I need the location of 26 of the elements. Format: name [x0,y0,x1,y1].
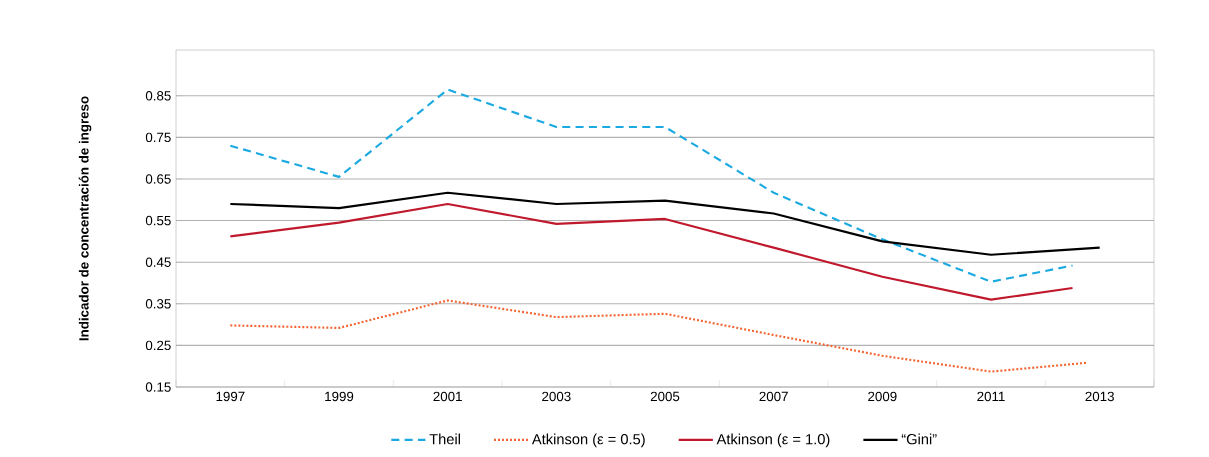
y-tick-label: 0.75 [145,132,171,143]
y-tick-label: 0.15 [145,382,171,392]
y-tick-label: 0.55 [145,215,171,226]
x-tick-label: 1999 [325,391,354,402]
y-tick-label: 0.65 [145,174,171,184]
x-tick-label: 2011 [977,391,1005,402]
x-tick-label: 2009 [868,391,897,402]
y-tick-label: 0.35 [145,299,171,309]
line-series [229,191,1101,256]
legend-label: “Gini” [901,433,937,445]
x-tick-label: 2001 [433,391,462,402]
line-series [229,88,1074,283]
line-series [229,299,1088,373]
y-tick-label: 0.85 [145,91,171,101]
x-tick-label: 1997 [216,391,245,402]
legend-label: Atkinson (ε = 1.0) [716,433,830,448]
line-series [229,202,1074,301]
y-tick-label: 0.25 [145,340,171,351]
x-tick-label: 2007 [759,391,788,402]
legend-label: Theil [429,433,460,445]
y-axis-title: Indicador de concentración de ingreso [78,96,92,341]
x-tick-label: 2003 [542,391,571,402]
x-tick-label: 2005 [650,391,680,402]
y-tick-label: 0.45 [145,257,171,267]
x-tick-label: 2013 [1085,391,1114,402]
legend-label: Atkinson (ε = 0.5) [531,433,645,448]
